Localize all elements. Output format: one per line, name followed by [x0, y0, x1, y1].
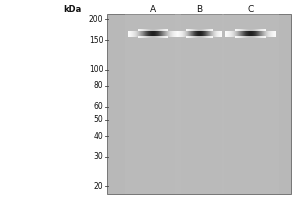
Text: kDa: kDa — [63, 4, 81, 14]
Text: 50: 50 — [94, 115, 103, 124]
Text: 30: 30 — [94, 152, 103, 161]
Text: 200: 200 — [89, 15, 103, 24]
Text: 150: 150 — [89, 36, 103, 45]
Text: 40: 40 — [94, 132, 103, 141]
Bar — [106, 14, 291, 194]
Bar — [125, 14, 181, 194]
Bar — [223, 14, 279, 194]
Text: 20: 20 — [94, 182, 104, 191]
Text: A: A — [150, 4, 156, 14]
Text: 100: 100 — [89, 65, 103, 74]
Text: 60: 60 — [94, 102, 103, 111]
Text: B: B — [196, 4, 202, 14]
Text: 80: 80 — [94, 81, 104, 90]
Bar — [175, 14, 224, 194]
Text: C: C — [248, 4, 254, 14]
